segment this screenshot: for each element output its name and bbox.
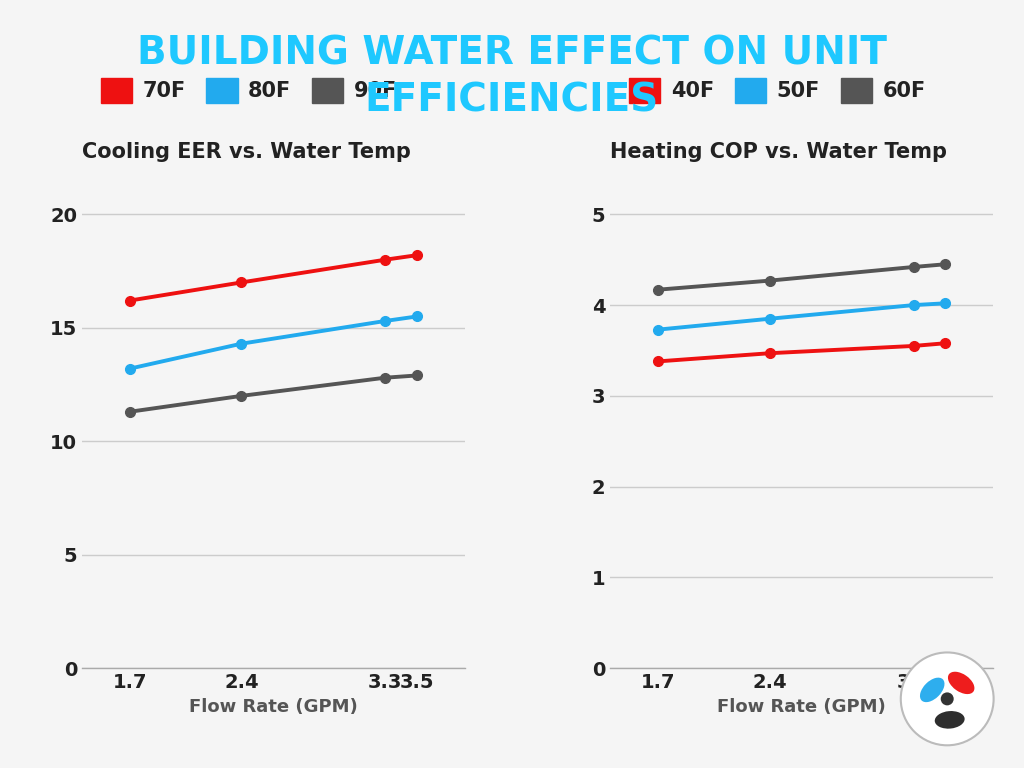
Ellipse shape — [948, 672, 975, 694]
Legend: 40F, 50F, 60F: 40F, 50F, 60F — [621, 70, 934, 111]
Ellipse shape — [920, 677, 944, 702]
Text: BUILDING WATER EFFECT ON UNIT
EFFICIENCIES: BUILDING WATER EFFECT ON UNIT EFFICIENCI… — [137, 35, 887, 119]
Text: Cooling EER vs. Water Temp: Cooling EER vs. Water Temp — [82, 142, 411, 162]
Ellipse shape — [935, 711, 965, 729]
Text: Heating COP vs. Water Temp: Heating COP vs. Water Temp — [610, 142, 947, 162]
X-axis label: Flow Rate (GPM): Flow Rate (GPM) — [718, 697, 886, 716]
Circle shape — [941, 693, 953, 705]
Circle shape — [901, 653, 993, 745]
Legend: 70F, 80F, 90F: 70F, 80F, 90F — [92, 70, 406, 111]
X-axis label: Flow Rate (GPM): Flow Rate (GPM) — [189, 697, 357, 716]
